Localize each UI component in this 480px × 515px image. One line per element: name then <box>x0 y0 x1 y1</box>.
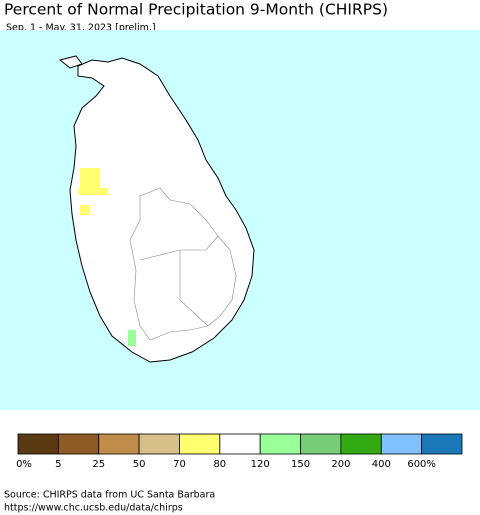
legend-label: 25 <box>92 459 105 470</box>
legend-swatch <box>219 433 261 455</box>
legend-label: 50 <box>133 459 146 470</box>
legend-label: 70 <box>173 459 186 470</box>
legend-swatch <box>380 433 423 455</box>
legend-label: 600% <box>407 459 436 470</box>
legend-label: 0% <box>16 459 32 470</box>
map-title: Percent of Normal Precipitation 9-Month … <box>4 1 388 19</box>
legend-label: 120 <box>251 459 270 470</box>
legend-label: 5 <box>55 459 61 470</box>
legend-label: 80 <box>213 459 226 470</box>
legend-label: 400 <box>372 459 391 470</box>
legend-label: 200 <box>331 459 350 470</box>
legend-swatch <box>421 433 463 455</box>
source-line: Source: CHIRPS data from UC Santa Barbar… <box>4 490 215 501</box>
legend-swatch <box>17 433 59 455</box>
legend-label: 150 <box>291 459 310 470</box>
legend-swatch <box>179 433 221 455</box>
map-subtitle: Sep. 1 - May. 31, 2023 [prelim.] <box>6 23 156 34</box>
map <box>58 55 255 363</box>
legend-swatch <box>98 433 140 455</box>
legend-swatch <box>138 433 180 455</box>
legend-swatch <box>259 433 301 455</box>
legend-swatch <box>300 433 342 455</box>
source-url: https://www.chc.ucsb.edu/data/chirps <box>4 503 183 514</box>
legend-swatch <box>340 433 382 455</box>
legend: 0% 5 25 50 70 80 120 150 200 400 600% <box>16 433 463 470</box>
anomaly-patches <box>78 168 136 346</box>
legend-swatch <box>57 433 100 455</box>
